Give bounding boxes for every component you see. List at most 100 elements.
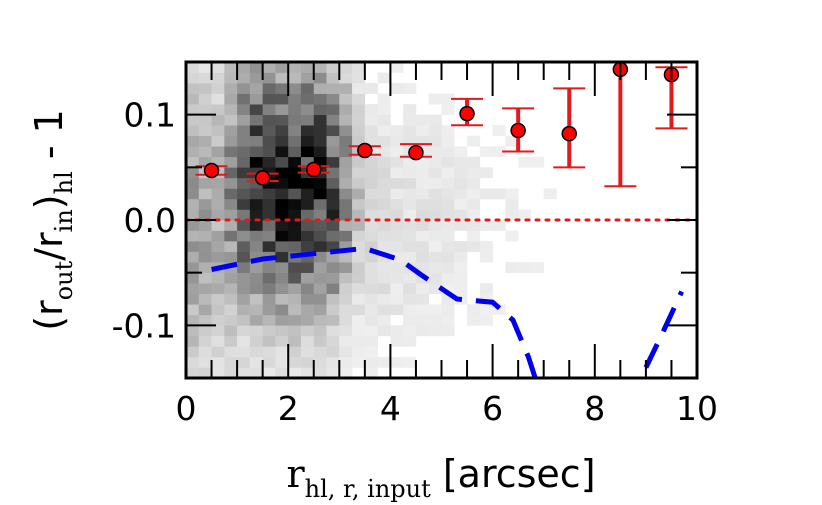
density-cell	[275, 251, 289, 263]
density-cell	[211, 251, 225, 263]
density-cell	[339, 367, 353, 378]
density-cell	[492, 125, 506, 137]
density-cell	[339, 156, 353, 168]
density-cell	[275, 62, 289, 73]
density-cell	[224, 188, 238, 200]
density-cell	[454, 283, 468, 295]
density-cell	[237, 62, 251, 73]
density-cell	[262, 314, 276, 326]
density-cell	[198, 125, 212, 137]
density-cell	[198, 283, 212, 295]
density-cell	[441, 230, 455, 242]
density-cell	[288, 167, 302, 179]
density-cell	[352, 188, 366, 200]
density-cell	[313, 177, 327, 189]
density-cell	[441, 325, 455, 337]
density-cell	[403, 114, 417, 126]
density-cell	[428, 177, 442, 189]
density-cell	[403, 272, 417, 284]
density-cell	[249, 251, 263, 263]
density-cell	[415, 188, 430, 200]
density-cell	[288, 188, 302, 200]
density-cell	[415, 314, 430, 326]
density-cell	[288, 314, 302, 326]
density-cell	[313, 356, 327, 368]
density-cell	[313, 346, 327, 358]
density-cell	[211, 356, 225, 368]
density-cell	[275, 356, 289, 368]
density-cell	[428, 135, 442, 147]
density-cell	[454, 241, 468, 252]
density-cell	[249, 220, 263, 231]
density-cell	[313, 325, 327, 337]
density-cell	[479, 251, 493, 263]
density-cell	[249, 335, 263, 347]
density-cell	[249, 272, 263, 284]
density-cell	[377, 104, 391, 115]
density-cell	[364, 209, 378, 221]
density-cell	[288, 177, 302, 189]
density-cell	[543, 188, 557, 200]
density-cell	[288, 230, 302, 242]
density-cell	[428, 156, 442, 168]
density-cell	[428, 167, 442, 179]
density-cell	[249, 156, 263, 168]
density-cell	[428, 146, 442, 158]
density-cell	[300, 198, 315, 210]
density-cell	[428, 251, 442, 263]
density-cell	[186, 356, 200, 368]
density-cell	[352, 156, 366, 168]
density-cell	[262, 209, 276, 221]
density-cell	[237, 304, 251, 316]
density-cell	[237, 198, 251, 210]
density-cell	[186, 104, 200, 115]
density-cell	[300, 220, 315, 231]
density-cell	[300, 209, 315, 221]
density-cell	[390, 293, 404, 305]
density-cell	[339, 230, 353, 242]
density-cell	[186, 325, 200, 337]
density-cell	[415, 209, 430, 221]
density-cell	[224, 272, 238, 284]
density-cell	[262, 125, 276, 137]
density-cell	[198, 230, 212, 242]
density-cell	[390, 188, 404, 200]
density-cell	[211, 156, 225, 168]
density-cell	[441, 283, 455, 295]
density-cell	[428, 314, 442, 326]
density-cell	[249, 293, 263, 305]
density-cell	[352, 220, 366, 231]
density-cell	[211, 104, 225, 115]
density-cell	[300, 146, 315, 158]
density-cell	[249, 72, 263, 84]
density-cell	[467, 177, 481, 189]
density-cell	[211, 188, 225, 200]
density-cell	[249, 135, 263, 147]
density-cell	[326, 93, 340, 105]
density-cell	[262, 335, 276, 347]
density-cell	[492, 188, 506, 200]
density-cell	[415, 325, 430, 337]
density-cell	[211, 241, 225, 252]
density-cell	[275, 125, 289, 137]
density-cell	[275, 325, 289, 337]
density-cell	[339, 114, 353, 126]
density-cell	[249, 209, 263, 221]
density-cell	[377, 135, 391, 147]
density-cell	[249, 314, 263, 326]
density-cell	[262, 114, 276, 126]
density-cell	[403, 230, 417, 242]
density-cell	[275, 304, 289, 316]
density-cell	[352, 335, 366, 347]
density-cell	[352, 304, 366, 316]
density-cell	[198, 135, 212, 147]
density-cell	[237, 314, 251, 326]
density-cell	[377, 209, 391, 221]
density-cell	[428, 220, 442, 231]
density-cell	[211, 83, 225, 94]
density-cell	[377, 283, 391, 295]
density-cell	[390, 125, 404, 137]
density-cell	[403, 325, 417, 337]
density-cell	[300, 293, 315, 305]
